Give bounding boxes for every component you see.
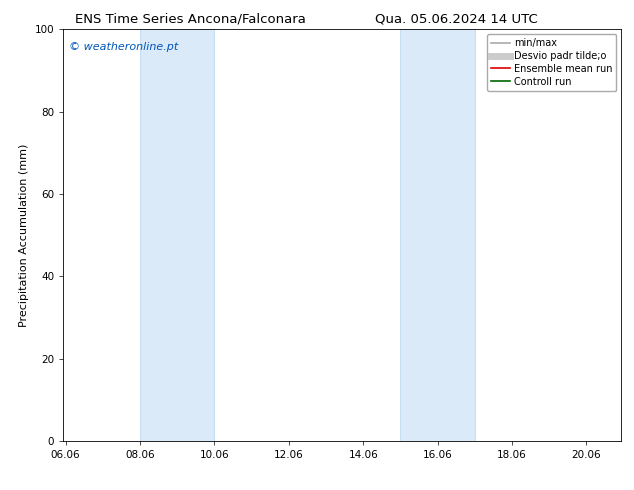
Bar [401,29,475,441]
Bar [140,29,214,441]
Legend: min/max, Desvio padr tilde;o, Ensemble mean run, Controll run: min/max, Desvio padr tilde;o, Ensemble m… [487,34,616,91]
Text: ENS Time Series Ancona/Falconara: ENS Time Series Ancona/Falconara [75,12,306,25]
Y-axis label: Precipitation Accumulation (mm): Precipitation Accumulation (mm) [19,144,29,327]
Text: © weatheronline.pt: © weatheronline.pt [69,42,178,52]
Text: Qua. 05.06.2024 14 UTC: Qua. 05.06.2024 14 UTC [375,12,538,25]
